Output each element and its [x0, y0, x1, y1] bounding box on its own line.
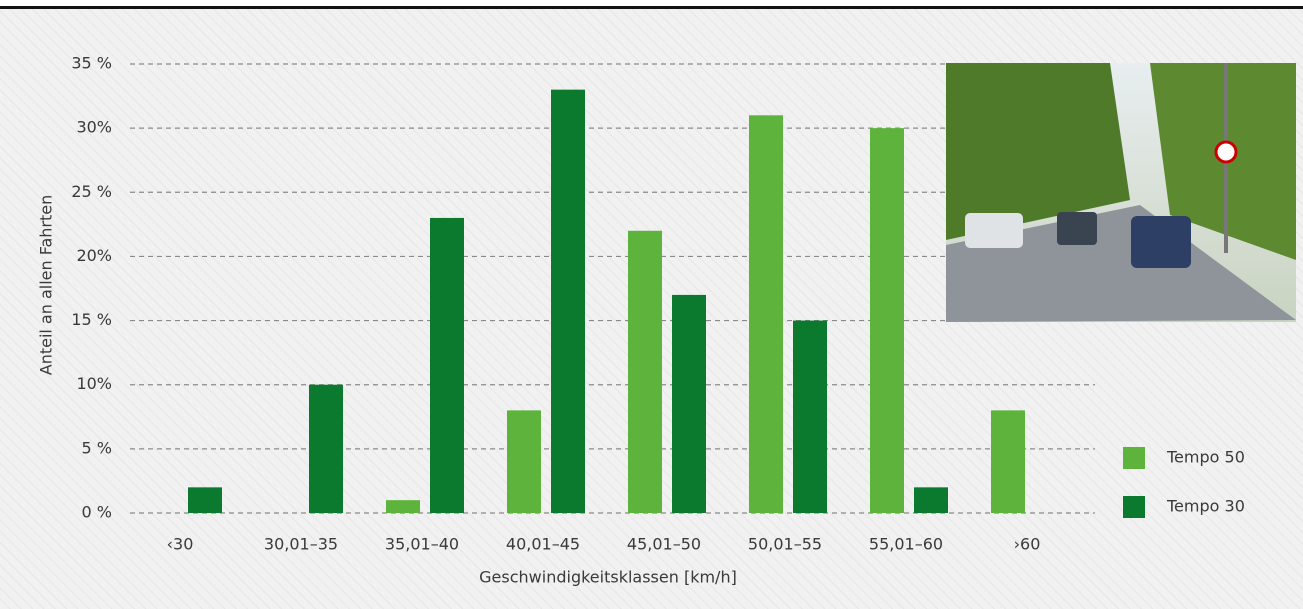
bar [749, 115, 783, 514]
x-tick-label: ‹30 [167, 535, 194, 554]
x-tick-label: 30,01–35 [264, 535, 338, 554]
y-tick-label: 35 % [71, 54, 112, 73]
legend-label: Tempo 50 [1166, 448, 1245, 467]
x-tick-label: 40,01–45 [506, 535, 580, 554]
bar [188, 487, 222, 513]
bar [870, 128, 904, 513]
bar [386, 500, 420, 513]
y-tick-label: 15 % [71, 310, 112, 329]
y-tick-label: 10% [76, 374, 112, 393]
x-tick-label: 35,01–40 [385, 535, 459, 554]
x-tick-label: 50,01–55 [748, 535, 822, 554]
bar [507, 410, 541, 513]
bar [551, 89, 585, 514]
legend-swatch [1123, 496, 1145, 518]
x-tick-label: ›60 [1014, 535, 1041, 554]
x-axis-title: Geschwindigkeitsklassen [km/h] [479, 568, 737, 587]
top-rule [0, 6, 1303, 9]
photo [946, 63, 1296, 322]
bar [914, 487, 948, 513]
y-tick-label: 30% [76, 118, 112, 137]
bar [628, 230, 662, 513]
x-tick-label: 45,01–50 [627, 535, 701, 554]
y-tick-label: 25 % [71, 182, 112, 201]
y-tick-label: 5 % [82, 438, 112, 457]
bar [672, 294, 706, 513]
legend-label: Tempo 30 [1166, 497, 1245, 516]
y-tick-label: 20% [76, 246, 112, 265]
bar [430, 217, 464, 513]
legend-swatch [1123, 447, 1145, 469]
y-tick-label: 0 % [82, 503, 112, 522]
bar [309, 384, 343, 513]
y-axis-title: Anteil an allen Fahrten [37, 195, 56, 376]
bar [991, 410, 1025, 513]
bar [793, 320, 827, 513]
x-tick-label: 55,01–60 [869, 535, 943, 554]
